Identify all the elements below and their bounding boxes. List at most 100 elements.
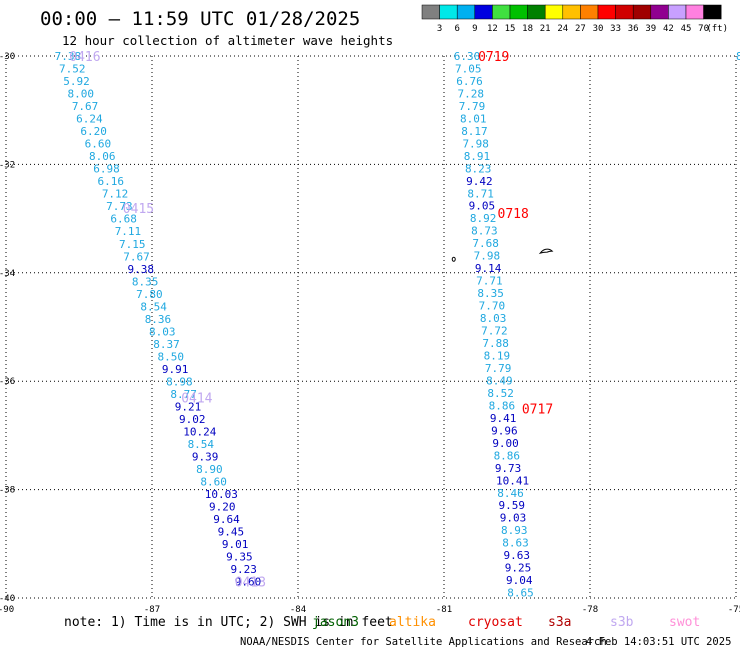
wave-height-label: 7.72: [481, 325, 508, 338]
wave-height-label: 7.70: [479, 300, 506, 313]
wave-height-label: 7.05: [455, 62, 482, 75]
scale-label: 42: [663, 24, 674, 34]
wave-height-label: 7.68: [472, 237, 499, 250]
legend-item-cryosat: cryosat: [468, 615, 523, 630]
grid: [5, 55, 737, 599]
legend-item-s3a: s3a: [548, 615, 571, 630]
wave-height-label: 10.24: [183, 426, 216, 439]
wave-height-label: 8.19: [484, 349, 511, 362]
wave-height-label: 8.98: [166, 375, 193, 388]
x-tick-label: -84: [290, 605, 306, 615]
wave-height-label: 7.98: [474, 250, 501, 263]
scale-swatch: [685, 4, 704, 20]
footer-timestamp: 4 Feb 14:03:51 UTC 2025: [586, 636, 731, 648]
scale-label: 39: [645, 24, 656, 34]
wave-height-label: 9.03: [500, 512, 526, 525]
wave-height-label: 9.38: [128, 263, 155, 276]
wave-height-label: 7.79: [485, 362, 512, 375]
scale-label: 3: [437, 24, 442, 34]
wave-height-label: 9.35: [226, 551, 253, 564]
wave-height-color-scale: 3 6 9 12 15 18 21 24 27 30 33 36 39 42 45 70(ft): [421, 4, 728, 34]
scale-swatch: [597, 4, 616, 20]
legend-item-s3b: s3b: [610, 615, 634, 630]
juan-fernandez-large: [538, 248, 554, 255]
scale-swatch: [544, 4, 564, 20]
wave-height-label: 8.77: [170, 388, 197, 401]
wave-height-label: 7.98: [462, 137, 489, 150]
pass-number-label: 0415: [123, 202, 154, 217]
wave-height-label: 8.8: [736, 50, 740, 63]
wave-height-label: 9.45: [218, 526, 245, 539]
wave-height-label: 9.01: [222, 538, 249, 551]
wave-height-label: 8.35: [477, 287, 504, 300]
wave-height-label: 9.04: [506, 574, 533, 587]
footer-credit: NOAA/NESDIS Center for Satellite Applica…: [240, 636, 607, 648]
scale-swatch: [562, 4, 581, 20]
wave-height-label: 8.54: [140, 300, 167, 313]
wave-height-label: 7.80: [136, 288, 163, 301]
scale-swatch: [650, 4, 669, 20]
wave-height-label: 8.50: [158, 350, 185, 363]
pass-number-label: 0717: [522, 402, 553, 417]
scale-label: 30: [593, 24, 604, 34]
scale-swatch: [580, 4, 599, 20]
scale-swatch: [615, 4, 634, 20]
wave-height-label: 8.06: [89, 150, 116, 163]
wave-height-label: 6.68: [110, 213, 136, 226]
y-tick-label: -34: [0, 269, 15, 279]
wave-height-label: 8.23: [465, 162, 492, 175]
wave-height-label: 8.92: [470, 212, 497, 225]
x-tick-label: -81: [436, 605, 452, 615]
wave-height-label: 8.37: [153, 338, 180, 351]
wave-height-label: 9.05: [469, 200, 496, 213]
wave-height-label: 6.24: [76, 113, 103, 126]
wave-height-label: 9.25: [505, 562, 532, 575]
wave-height-label: 6.60: [85, 138, 112, 151]
wave-height-label: 6.16: [98, 175, 125, 188]
x-tick-label: -87: [144, 605, 160, 615]
wave-height-label: 7.15: [119, 238, 146, 251]
wave-height-label: 6.98: [93, 163, 120, 176]
footer-note: note: 1) Time is in UTC; 2) SWH is in fe…: [64, 615, 393, 630]
wave-height-label: 7.67: [72, 100, 99, 113]
pass-number-label: 0416: [69, 50, 100, 65]
wave-height-label: 7.28: [457, 87, 484, 100]
scale-swatch: [474, 4, 493, 20]
scale-swatch: [668, 4, 687, 20]
scale-swatch: [509, 4, 528, 20]
wave-height-label: 8.65: [507, 587, 534, 600]
satellite-legend: jason3 altika cryosat s3a s3b swot: [312, 615, 700, 630]
wave-height-label: 8.35: [132, 275, 159, 288]
wave-height-label: 8.60: [200, 476, 227, 489]
chart-subtitle: 12 hour collection of altimeter wave hei…: [62, 33, 393, 48]
scale-label: 9: [472, 24, 477, 34]
wave-height-label: 9.73: [495, 462, 521, 475]
wave-height-label: 8.00: [68, 88, 95, 101]
scale-label: 18: [522, 24, 533, 34]
y-tick-label: -30: [0, 52, 15, 62]
wave-height-label: 9.96: [491, 424, 517, 437]
wave-height-label: 8.63: [502, 537, 529, 550]
scale-swatch: [439, 4, 458, 20]
scale-label: 15: [505, 24, 516, 34]
y-tick-label: -36: [0, 377, 15, 387]
scale-label: 27: [575, 24, 586, 34]
wave-height-label: 8.73: [471, 225, 498, 238]
wave-height-label: 7.79: [459, 100, 486, 113]
wave-height-label: 7.67: [123, 250, 150, 263]
scale-swatch: [492, 4, 511, 20]
scale-unit: (ft): [706, 24, 728, 34]
wave-height-label: 8.86: [494, 449, 521, 462]
wave-height-label: 8.90: [196, 463, 223, 476]
wave-height-label: 9.02: [179, 413, 206, 426]
wave-height-label: 9.41: [490, 412, 517, 425]
wave-height-label: 9.42: [466, 175, 493, 188]
pass-number-label: 0414: [181, 391, 212, 406]
wave-height-label: 7.88: [482, 337, 509, 350]
legend-item-swot: swot: [669, 615, 700, 630]
x-tick-label: -78: [582, 605, 598, 615]
wave-height-label: 9.21: [175, 400, 202, 413]
scale-swatch: [703, 4, 722, 20]
wave-height-label: 8.17: [461, 125, 488, 138]
legend-item-jason3: jason3: [312, 615, 359, 630]
